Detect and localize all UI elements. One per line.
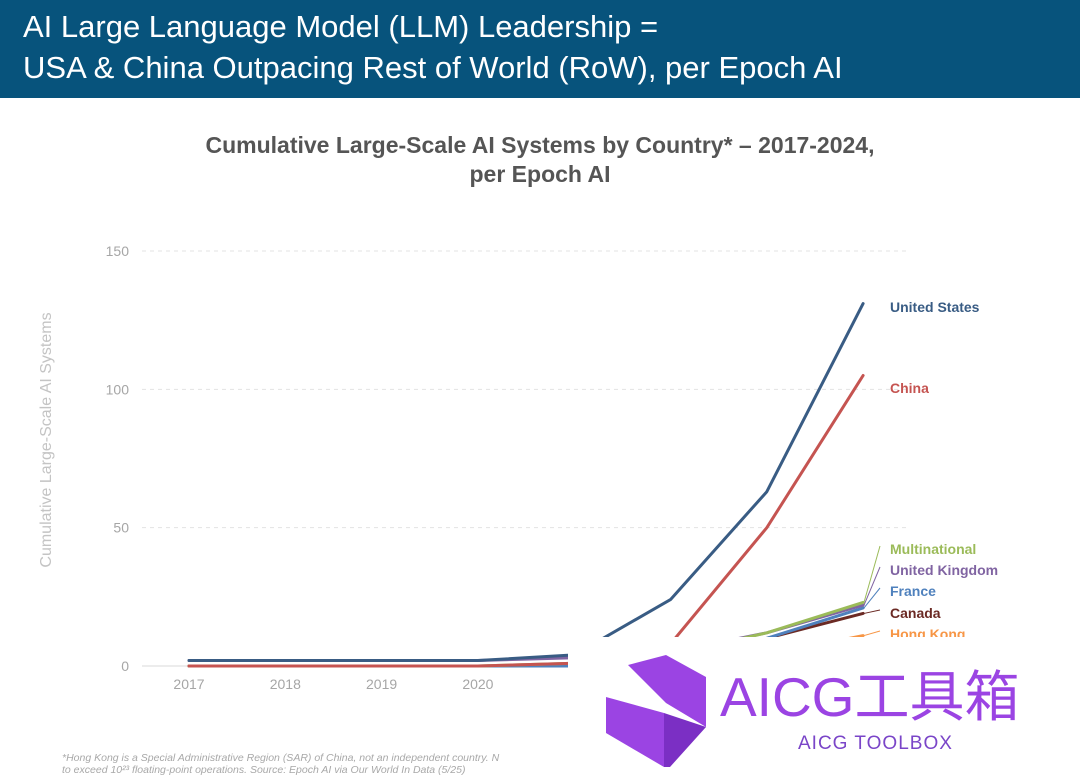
x-tick-label: 2017 xyxy=(173,676,204,692)
series-line xyxy=(187,302,865,662)
y-tick-label: 50 xyxy=(113,520,129,536)
series-label: United States xyxy=(890,299,980,315)
series-label: Canada xyxy=(890,605,941,621)
footnote-line-1: *Hong Kong is a Special Administrative R… xyxy=(62,752,500,764)
banner-title-line-1: AI Large Language Model (LLM) Leadership… xyxy=(23,9,659,44)
banner-title-line-2: USA & China Outpacing Rest of World (RoW… xyxy=(23,50,843,85)
series-line xyxy=(187,374,865,668)
series-label: France xyxy=(890,583,936,599)
series-leader-line xyxy=(863,566,881,606)
aicg-logo-icon xyxy=(606,655,706,767)
series-leader-line xyxy=(863,630,881,637)
series-label: United Kingdom xyxy=(890,562,998,578)
y-tick-label: 100 xyxy=(106,381,130,397)
y-tick-label: 0 xyxy=(121,658,129,674)
footnote-line-2: to exceed 10²³ floating-point operations… xyxy=(62,764,466,776)
x-tick-label: 2018 xyxy=(270,676,301,692)
watermark-title: AICG工具箱 xyxy=(720,666,1020,728)
series-leader-line xyxy=(863,587,881,609)
y-tick-label: 150 xyxy=(106,243,130,259)
watermark-subtitle: AICG TOOLBOX xyxy=(798,733,953,754)
series-leader-line xyxy=(863,609,881,614)
chart-title: Cumulative Large-Scale AI Systems by Cou… xyxy=(140,131,940,189)
footnote: *Hong Kong is a Special Administrative R… xyxy=(62,752,567,776)
series-leader-line xyxy=(863,545,881,603)
title-banner: AI Large Language Model (LLM) Leadership… xyxy=(0,0,1080,98)
x-tick-label: 2019 xyxy=(366,676,397,692)
x-tick-label: 2020 xyxy=(462,676,493,692)
watermark: AICG工具箱 AICG TOOLBOX xyxy=(568,637,1080,776)
series-label: Multinational xyxy=(890,541,976,557)
chart-title-line-1: Cumulative Large-Scale AI Systems by Cou… xyxy=(205,132,875,158)
series-label: China xyxy=(890,380,929,396)
chart-title-line-2: per Epoch AI xyxy=(469,161,611,187)
